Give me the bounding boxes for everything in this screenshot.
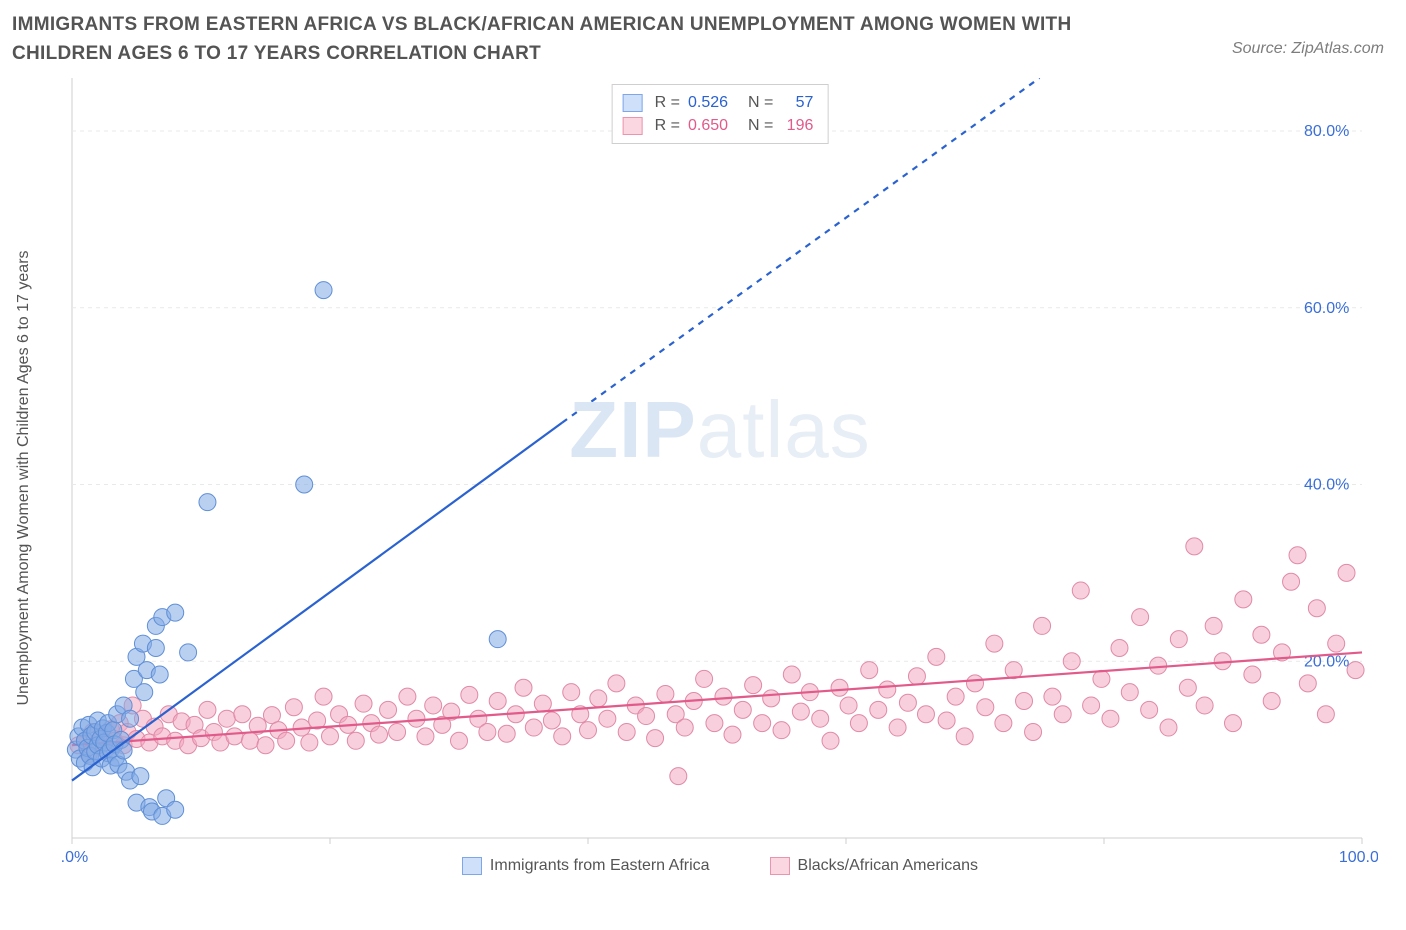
legend-swatch-icon bbox=[623, 94, 643, 112]
plot-area: Unemployment Among Women with Children A… bbox=[62, 78, 1378, 878]
legend-stats-box: R = 0.526N = 57R = 0.650N = 196 bbox=[612, 84, 829, 144]
legend-stat-row: R = 0.526N = 57 bbox=[623, 91, 814, 114]
svg-text:60.0%: 60.0% bbox=[1304, 300, 1349, 317]
y-axis-label: Unemployment Among Women with Children A… bbox=[15, 250, 33, 705]
legend-item: Blacks/African Americans bbox=[770, 857, 979, 875]
legend-swatch-icon bbox=[623, 117, 643, 135]
svg-text:40.0%: 40.0% bbox=[1304, 477, 1349, 494]
svg-text:80.0%: 80.0% bbox=[1304, 123, 1349, 140]
legend-item: Immigrants from Eastern Africa bbox=[462, 857, 710, 875]
scatter-svg: 20.0%40.0%60.0%80.0%0.0%100.0% bbox=[62, 78, 1378, 878]
chart-title: IMMIGRANTS FROM EASTERN AFRICA VS BLACK/… bbox=[12, 10, 1112, 69]
legend-swatch-icon bbox=[770, 857, 790, 875]
legend-stat-row: R = 0.650N = 196 bbox=[623, 114, 814, 137]
source-attribution: Source: ZipAtlas.com bbox=[1232, 40, 1384, 58]
legend-bottom: Immigrants from Eastern Africa Blacks/Afr… bbox=[62, 857, 1378, 880]
legend-swatch-icon bbox=[462, 857, 482, 875]
